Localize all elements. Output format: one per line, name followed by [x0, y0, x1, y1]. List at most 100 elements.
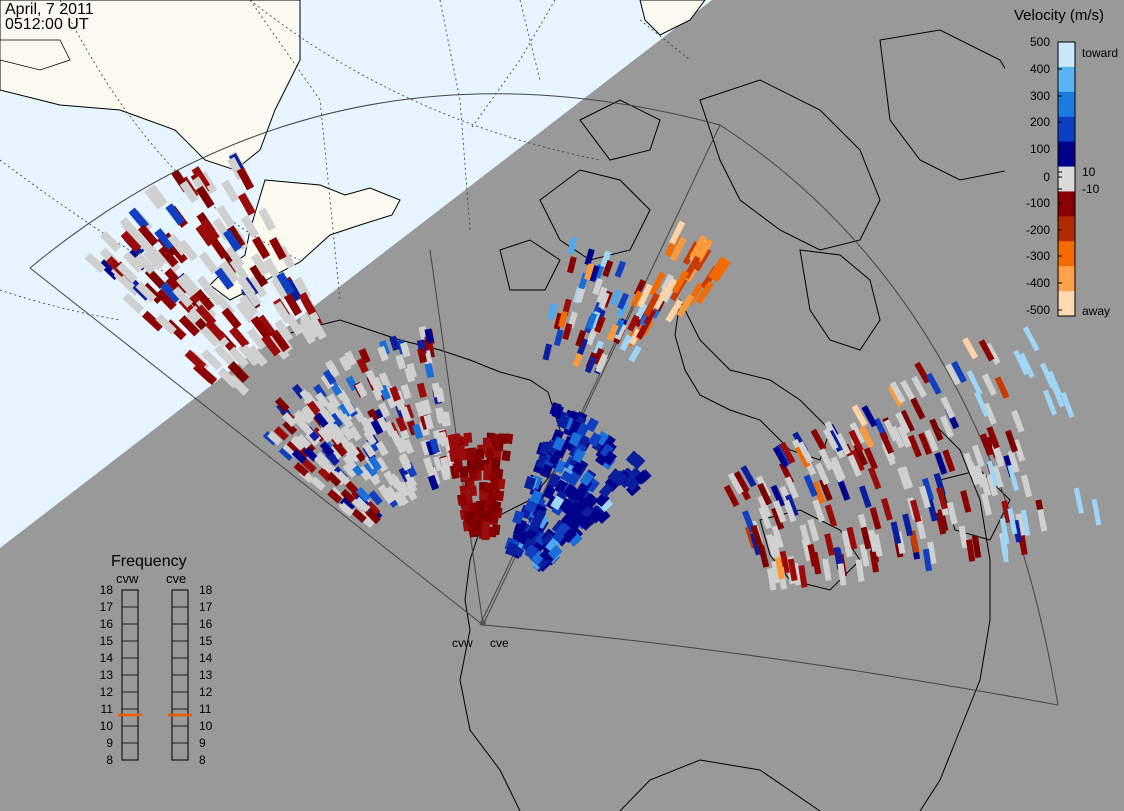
- scatter-cell: [354, 496, 370, 512]
- scatter-cell: [488, 526, 498, 538]
- scatter-cell: [610, 289, 622, 307]
- scatter-cell: [1013, 349, 1030, 376]
- scatter-cell: [942, 449, 956, 473]
- scatter-cell: [824, 533, 836, 556]
- scatter-cell: [914, 361, 931, 384]
- scatter-cell: [863, 447, 878, 470]
- scatter-cell: [468, 502, 478, 514]
- scatter-cell: [340, 488, 356, 504]
- scatter-cell: [227, 361, 249, 383]
- scatter-cell: [939, 415, 955, 438]
- scatter-cell: [318, 427, 333, 444]
- scatter-cell: [617, 292, 630, 310]
- scatter-cell: [986, 426, 1000, 449]
- scatter-cell: [329, 405, 343, 421]
- scatter-cell: [636, 283, 653, 308]
- scatter-cell: [363, 461, 378, 477]
- scatter-cell: [978, 339, 995, 362]
- scatter-cell: [772, 500, 787, 523]
- colorbar-tick-label: 0: [1043, 170, 1050, 184]
- scatter-cell: [598, 483, 614, 499]
- scatter-cell: [810, 428, 827, 451]
- scatter-cell: [274, 319, 294, 342]
- freq-level-label: 14: [199, 651, 213, 665]
- colorbar-tick-label: -10: [1082, 182, 1100, 196]
- scatter-cell: [414, 401, 426, 417]
- scatter-cell: [750, 524, 764, 548]
- scatter-cell: [435, 407, 445, 423]
- scatter-cell: [423, 414, 434, 430]
- scatter-cell: [339, 437, 354, 453]
- time-label: 0512:00 UT: [5, 16, 89, 33]
- scatter-cell: [819, 478, 833, 502]
- scatter-cell: [293, 276, 312, 300]
- scatter-cell: [576, 337, 589, 356]
- scatter-cell: [847, 454, 862, 477]
- scatter-cell: [783, 499, 797, 523]
- scatter-cell: [441, 411, 452, 427]
- scatter-cell: [328, 429, 343, 445]
- scatter-cell: [981, 493, 992, 516]
- freq-level-label: 8: [106, 753, 113, 767]
- scatter-cell: [595, 509, 611, 524]
- scatter-cell: [313, 400, 328, 416]
- freq-level-label: 9: [106, 736, 113, 750]
- scatter-cell: [587, 432, 602, 448]
- island-outline: [0, 39, 71, 71]
- scatter-cell: [100, 230, 122, 253]
- scatter-cell: [512, 510, 525, 525]
- scatter-cell: [929, 418, 944, 442]
- scatter-cell: [491, 459, 500, 470]
- scatter-cell: [592, 278, 604, 296]
- scatter-cell: [841, 530, 853, 554]
- scatter-cell: [416, 382, 428, 398]
- scatter-cell: [368, 455, 382, 472]
- freq-level-label: 10: [100, 719, 114, 733]
- scatter-cell: [630, 454, 646, 470]
- freq-level-label: 8: [199, 753, 206, 767]
- scatter-cell: [214, 344, 236, 366]
- scatter-cell: [925, 372, 942, 395]
- scatter-cell: [918, 485, 931, 509]
- scatter-cell: [785, 494, 799, 517]
- backscatter-layer: [84, 151, 1102, 591]
- scatter-cell: [542, 343, 553, 361]
- scatter-cell: [860, 526, 872, 550]
- scatter-cell: [614, 323, 627, 341]
- greenland-tip: [639, 0, 706, 36]
- scatter-cell: [784, 476, 799, 499]
- scatter-cell: [619, 334, 633, 352]
- scatter-cell: [598, 291, 610, 309]
- scatter-cell: [936, 486, 948, 510]
- scatter-cell: [120, 230, 142, 253]
- scatter-cell: [851, 404, 868, 427]
- freq-level-label: 15: [100, 634, 114, 648]
- scatter-cell: [596, 286, 608, 304]
- scatter-cell: [203, 283, 224, 306]
- scatter-cell: [240, 215, 259, 239]
- scatter-cell: [963, 452, 977, 476]
- scatter-cell: [329, 412, 344, 429]
- scatter-cell: [489, 512, 499, 523]
- scatter-cell: [579, 471, 594, 487]
- scatter-cell: [567, 532, 583, 547]
- scatter-cell: [229, 326, 250, 349]
- scatter-cell: [404, 472, 418, 488]
- scatter-cell: [567, 256, 577, 274]
- scatter-cell: [291, 449, 307, 464]
- scatter-cell: [225, 245, 245, 269]
- scatter-cell: [628, 345, 642, 363]
- scatter-cell: [226, 225, 246, 249]
- scatter-cell: [311, 427, 326, 443]
- scatter-cell: [727, 472, 744, 495]
- scatter-cell: [246, 327, 267, 350]
- scatter-cell: [779, 550, 790, 574]
- scatter-cell: [945, 363, 961, 386]
- scatter-cell: [1011, 409, 1025, 433]
- scatter-cell: [539, 441, 552, 456]
- freq-level-label: 18: [100, 583, 114, 597]
- scatter-cell: [284, 313, 304, 337]
- scatter-cell: [940, 396, 956, 419]
- scatter-cell: [424, 363, 435, 379]
- scatter-cell: [459, 466, 469, 477]
